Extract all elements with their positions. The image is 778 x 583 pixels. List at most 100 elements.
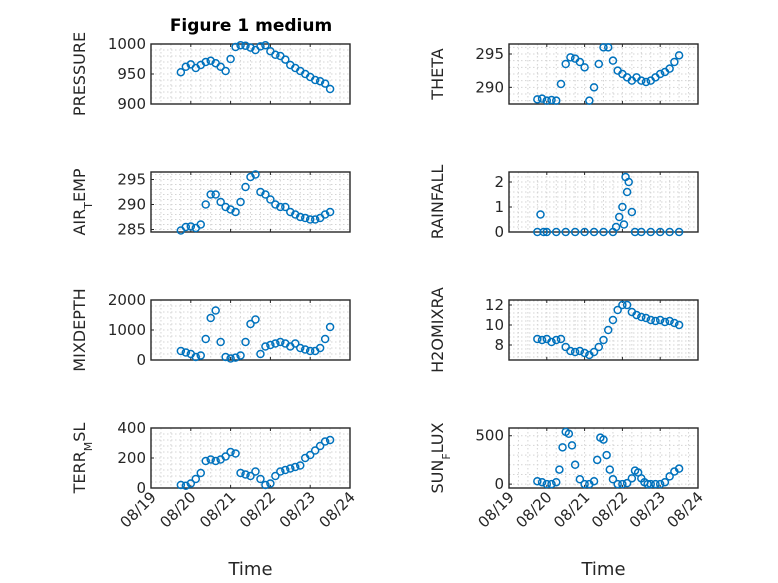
data-point (251, 467, 260, 476)
data-point (589, 227, 599, 237)
data-point (256, 42, 265, 51)
data-point (181, 62, 191, 72)
data-point (276, 337, 285, 347)
data-point (646, 479, 655, 489)
data-point (564, 429, 574, 439)
y-tick-label: 285 (117, 221, 146, 239)
data-point (181, 481, 191, 490)
data-point (305, 346, 315, 356)
data-point (305, 215, 315, 224)
x-tick-label: 08/23 (626, 488, 669, 531)
y-tick-label: 200 (117, 449, 146, 467)
y-tick-label: 900 (117, 95, 146, 113)
data-point (196, 351, 205, 360)
y-axis-label-part: THETA (428, 48, 447, 100)
data-point (236, 468, 245, 478)
data-point (624, 177, 633, 187)
data-point (570, 347, 580, 357)
data-point (241, 470, 250, 479)
data-point (241, 337, 250, 347)
data-point (236, 197, 245, 207)
data-point (226, 354, 235, 363)
x-axis-label: Time (227, 559, 272, 580)
data-point (643, 479, 652, 489)
y-tick-label: 2 (494, 173, 504, 191)
data-point (196, 468, 205, 478)
data-point (231, 42, 240, 52)
data-point (236, 351, 245, 360)
data-point (655, 479, 665, 489)
data-point (594, 342, 604, 352)
y-tick-label: 0 (494, 223, 504, 241)
data-point (655, 69, 665, 79)
data-point (539, 227, 548, 237)
data-point (594, 59, 604, 69)
data-point (655, 315, 665, 325)
data-point (201, 200, 210, 209)
axes-frame (150, 171, 351, 233)
data-point (542, 96, 552, 105)
y-tick-label: 290 (475, 78, 504, 96)
data-point (537, 94, 547, 103)
y-tick-label: 0 (136, 351, 146, 369)
data-point (325, 84, 335, 94)
data-point (211, 306, 220, 315)
y-axis-label: THETA (428, 48, 447, 100)
data-point (315, 441, 325, 451)
data-point (608, 475, 618, 484)
y-tick-label: 950 (117, 65, 146, 83)
data-point (613, 479, 622, 489)
y-tick-label: 290 (117, 196, 146, 214)
data-point (665, 472, 674, 481)
data-point (618, 300, 627, 310)
x-tick-label: 08/20 (156, 488, 199, 531)
data-point (241, 41, 250, 51)
data-point (575, 475, 585, 484)
data-point (627, 207, 637, 217)
data-point (533, 476, 542, 486)
data-point (211, 190, 220, 199)
data-point (674, 227, 684, 237)
data-point (618, 202, 627, 212)
data-point (286, 464, 295, 473)
x-tick-label: 08/21 (550, 488, 593, 531)
y-axis-label-part: MIXDEPTH (70, 288, 89, 371)
data-point (246, 471, 255, 481)
data-point (622, 478, 632, 488)
y-axis-label-subscript: T (82, 202, 95, 210)
data-point (186, 479, 196, 488)
data-point (580, 63, 589, 72)
x-tick-label: 08/21 (196, 488, 239, 531)
data-point (552, 335, 561, 345)
x-tick-label: 08/23 (276, 488, 319, 531)
y-tick-label: 295 (475, 45, 504, 63)
subplot-h2omixra: 8 10 12 H2OMIXRA (428, 287, 699, 373)
subplot-theta: 290 295 THETA (428, 43, 699, 105)
data-point (547, 95, 556, 105)
data-point (276, 202, 285, 212)
data-point (320, 437, 330, 446)
axes-background (509, 300, 698, 360)
data-point (191, 474, 201, 484)
data-point (665, 64, 674, 73)
data-point (276, 467, 285, 476)
data-point (211, 456, 220, 466)
data-point (241, 182, 250, 192)
data-point (296, 343, 305, 353)
data-point (325, 435, 335, 445)
data-point (651, 316, 660, 326)
data-point (585, 96, 594, 105)
data-point (646, 227, 655, 237)
data-point (325, 322, 335, 332)
y-axis-label: TERRMSL (70, 423, 95, 495)
data-point (555, 465, 564, 474)
data-point (315, 343, 325, 353)
data-point (206, 190, 215, 199)
data-point (592, 455, 602, 465)
axes-frame (508, 171, 699, 233)
x-tick-label: 08/24 (316, 488, 359, 531)
data-point (181, 348, 191, 357)
y-axis-label-part: PRESSURE (70, 32, 89, 116)
y-tick-label: 0 (136, 479, 146, 497)
